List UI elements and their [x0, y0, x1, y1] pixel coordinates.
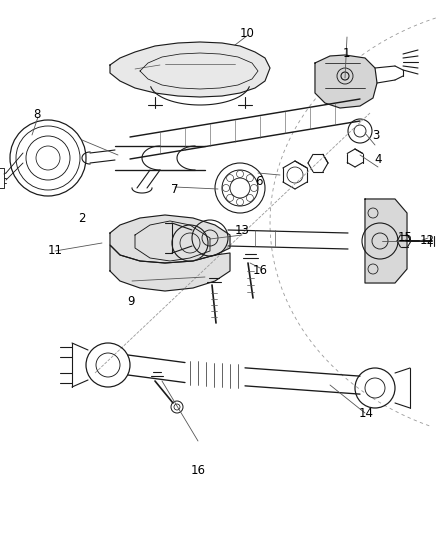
Polygon shape: [110, 245, 230, 291]
Text: 3: 3: [372, 130, 379, 142]
Polygon shape: [110, 215, 230, 263]
Text: 1: 1: [342, 47, 350, 60]
Text: 15: 15: [398, 231, 413, 244]
Polygon shape: [110, 42, 270, 97]
Polygon shape: [365, 199, 407, 283]
Text: 4: 4: [374, 154, 382, 166]
Text: 11: 11: [47, 244, 62, 257]
Text: 16: 16: [253, 264, 268, 277]
Text: 8: 8: [34, 108, 41, 121]
Text: 16: 16: [191, 464, 205, 477]
Text: 12: 12: [420, 235, 434, 247]
Text: 14: 14: [358, 407, 373, 419]
Polygon shape: [315, 55, 377, 108]
Text: 10: 10: [240, 27, 255, 39]
Text: 2: 2: [78, 212, 86, 225]
Text: 13: 13: [234, 224, 249, 237]
Text: 6: 6: [254, 175, 262, 188]
Text: 7: 7: [170, 183, 178, 196]
Text: 9: 9: [127, 295, 135, 308]
